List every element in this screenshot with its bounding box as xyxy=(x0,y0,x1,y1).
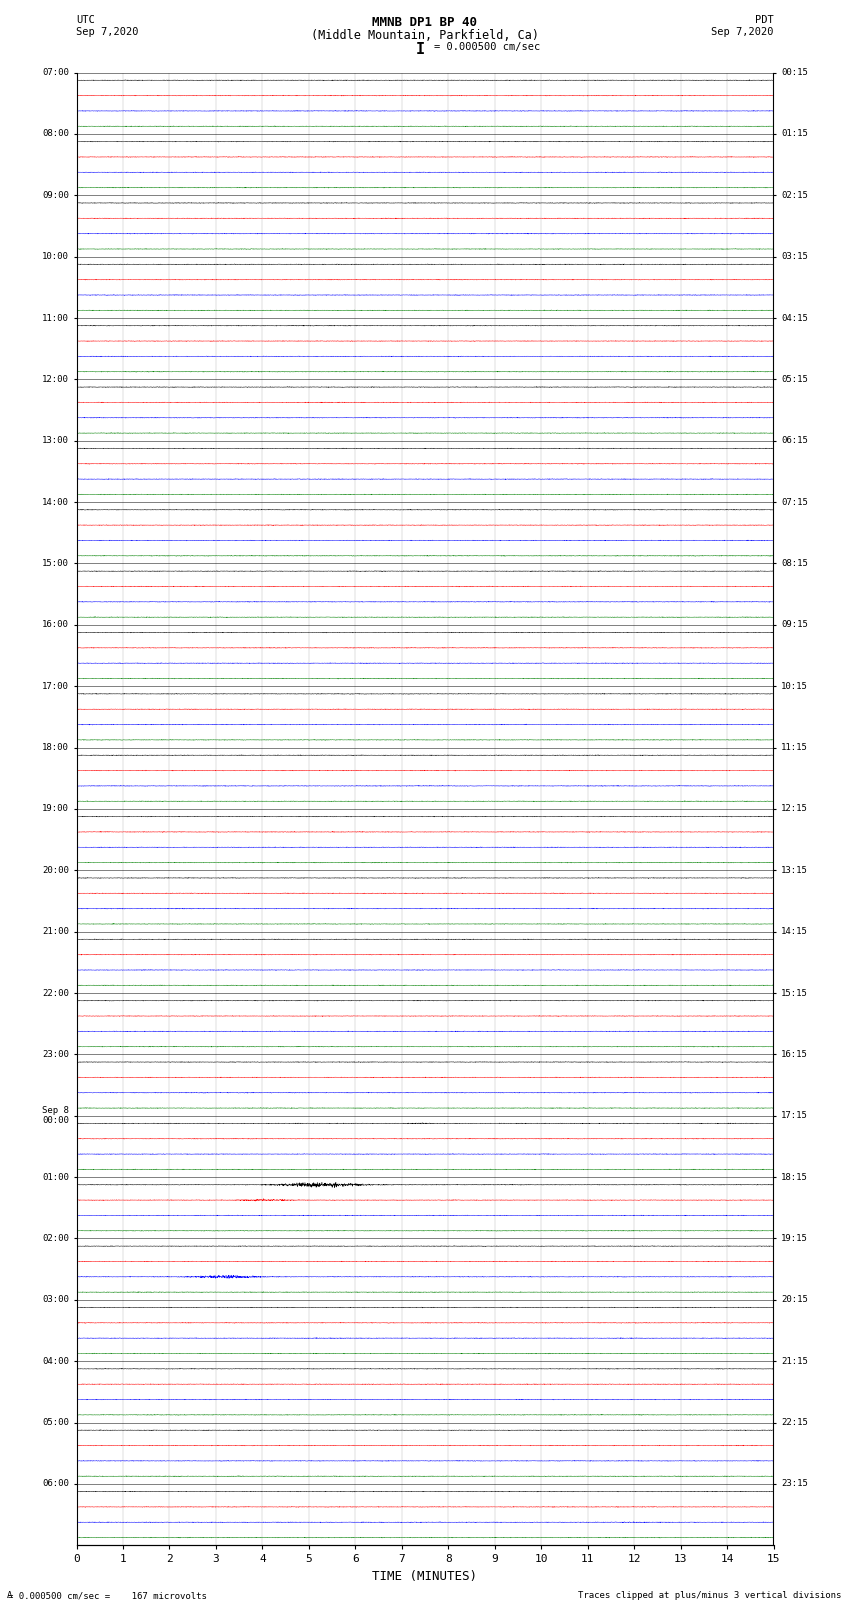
X-axis label: TIME (MINUTES): TIME (MINUTES) xyxy=(372,1569,478,1582)
Text: PDT: PDT xyxy=(755,15,774,24)
Text: MMNB DP1 BP 40: MMNB DP1 BP 40 xyxy=(372,16,478,29)
Text: I: I xyxy=(416,42,425,56)
Text: Traces clipped at plus/minus 3 vertical divisions: Traces clipped at plus/minus 3 vertical … xyxy=(578,1590,842,1600)
Text: A: A xyxy=(7,1590,12,1600)
Text: = 0.000500 cm/sec: = 0.000500 cm/sec xyxy=(434,42,540,52)
Text: UTC: UTC xyxy=(76,15,95,24)
Text: Sep 7,2020: Sep 7,2020 xyxy=(711,27,774,37)
Text: = 0.000500 cm/sec =    167 microvolts: = 0.000500 cm/sec = 167 microvolts xyxy=(8,1590,207,1600)
Text: Sep 7,2020: Sep 7,2020 xyxy=(76,27,139,37)
Text: (Middle Mountain, Parkfield, Ca): (Middle Mountain, Parkfield, Ca) xyxy=(311,29,539,42)
